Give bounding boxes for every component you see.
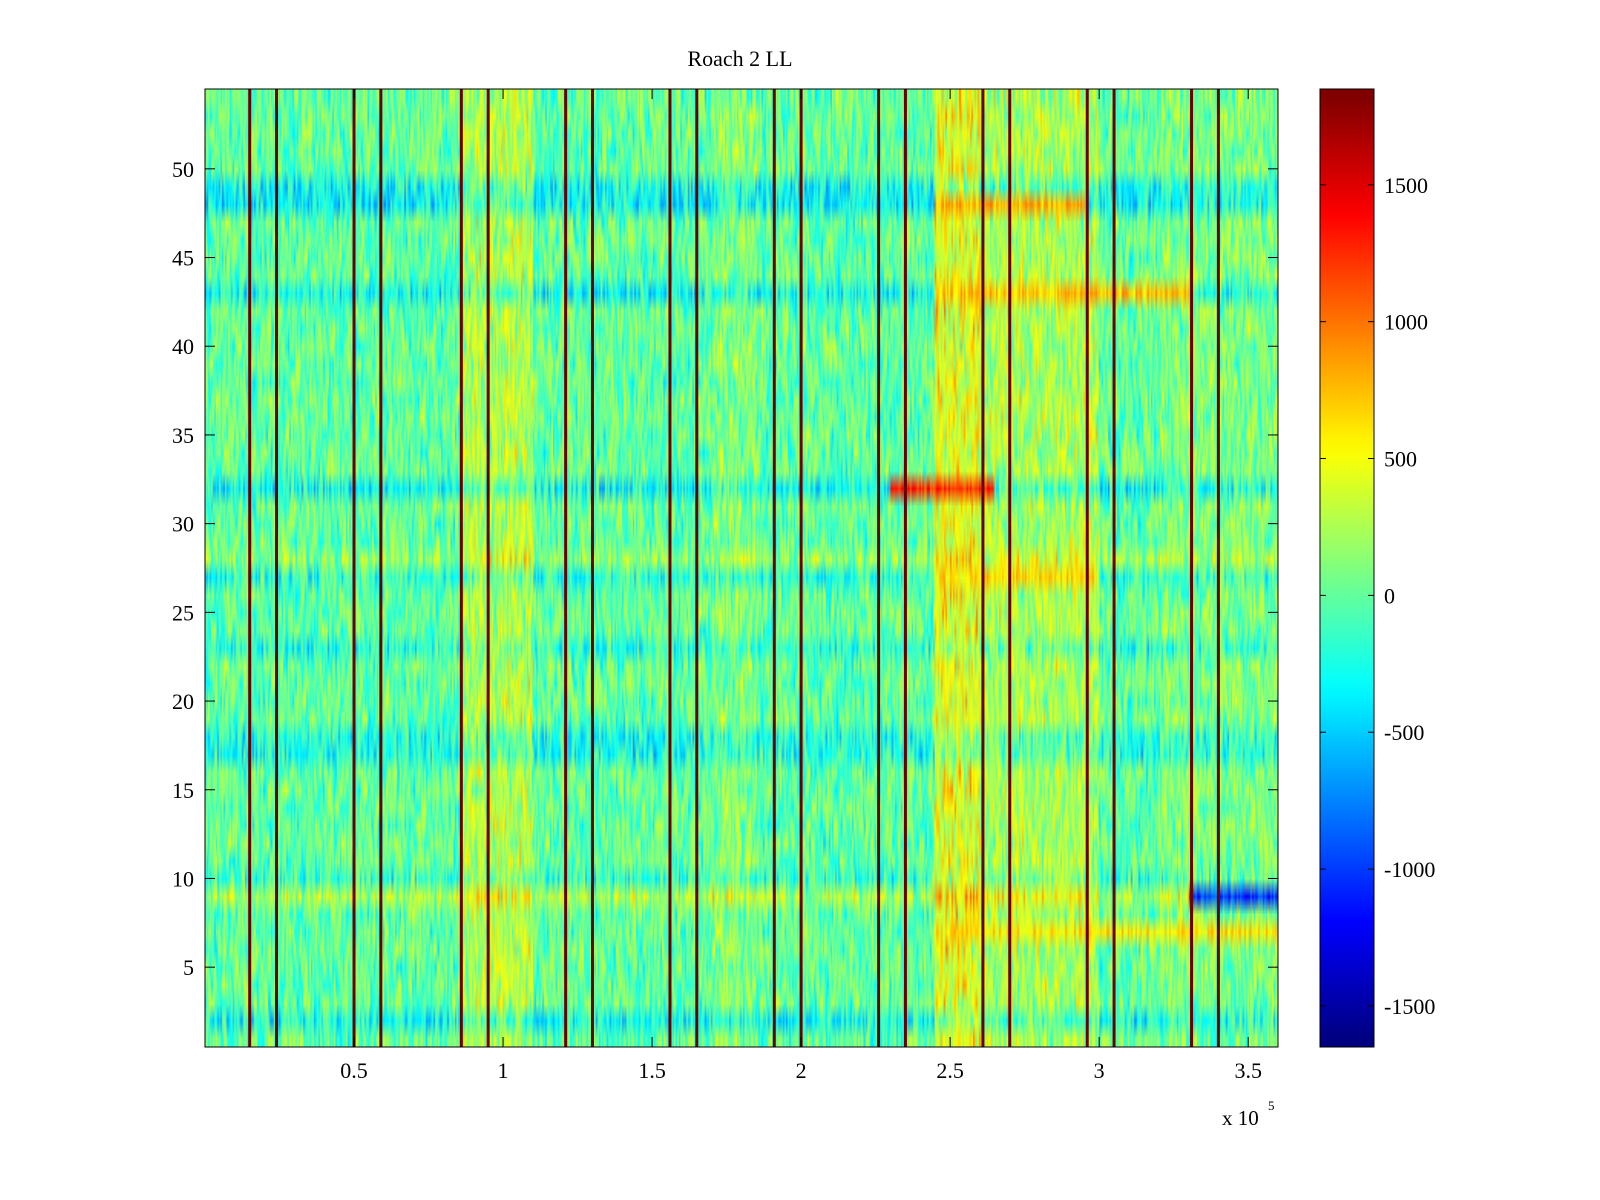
x-tick-label: 3 — [1094, 1058, 1105, 1083]
colorbar-tick-label: -500 — [1384, 720, 1424, 745]
x-tick-label: 1.5 — [638, 1058, 666, 1083]
dark-vertical-lines — [248, 89, 1220, 1047]
x-tick-label: 0.5 — [340, 1058, 368, 1083]
y-tick-label: 50 — [172, 157, 194, 182]
colorbar-tick-label: 1000 — [1384, 310, 1428, 335]
y-tick-label: 20 — [172, 689, 194, 714]
chart-title: Roach 2 LL — [687, 46, 792, 71]
heatmap-image — [205, 89, 1278, 1047]
x-tick-label: 3.5 — [1234, 1058, 1262, 1083]
x-axis: 0.5 1 1.5 2 2.5 3 3.5 — [340, 89, 1262, 1083]
plot-frame — [204, 88, 1279, 1048]
heatmap-plot-area — [204, 88, 1279, 1048]
x-exponent-base: x 10 — [1222, 1106, 1259, 1130]
y-tick-label: 30 — [172, 512, 194, 537]
colorbar-tick-label: -1500 — [1384, 994, 1435, 1019]
x-exponent-power: 5 — [1268, 1098, 1275, 1113]
x-exponent-label: x 10 5 — [1222, 1098, 1275, 1130]
y-tick-label: 5 — [183, 955, 194, 980]
colorbar-tick-label: 1500 — [1384, 173, 1428, 198]
x-tick-label: 1 — [498, 1058, 509, 1083]
y-tick-label: 40 — [172, 334, 194, 359]
colorbar-gradient — [1320, 89, 1374, 1047]
x-tick-label: 2.5 — [936, 1058, 964, 1083]
y-axis: 5 10 15 20 25 30 35 40 45 50 — [172, 157, 1278, 980]
svg-text:x 10: x 10 — [1222, 1106, 1259, 1130]
colorbar-frame — [1319, 88, 1375, 1048]
y-tick-label: 45 — [172, 246, 194, 271]
colorbar-tick-label: 0 — [1384, 583, 1395, 608]
colorbar-tick-label: 500 — [1384, 447, 1417, 472]
y-tick-label: 10 — [172, 866, 194, 891]
colorbar-ticks: -1500 -1000 -500 0 500 1000 1500 — [1320, 173, 1435, 1019]
y-tick-label: 25 — [172, 600, 194, 625]
colorbar: -1500 -1000 -500 0 500 1000 1500 — [1319, 88, 1435, 1048]
y-tick-label: 15 — [172, 778, 194, 803]
x-tick-label: 2 — [796, 1058, 807, 1083]
colorbar-tick-label: -1000 — [1384, 857, 1435, 882]
svg-text:5: 5 — [1268, 1098, 1275, 1113]
y-tick-label: 35 — [172, 423, 194, 448]
